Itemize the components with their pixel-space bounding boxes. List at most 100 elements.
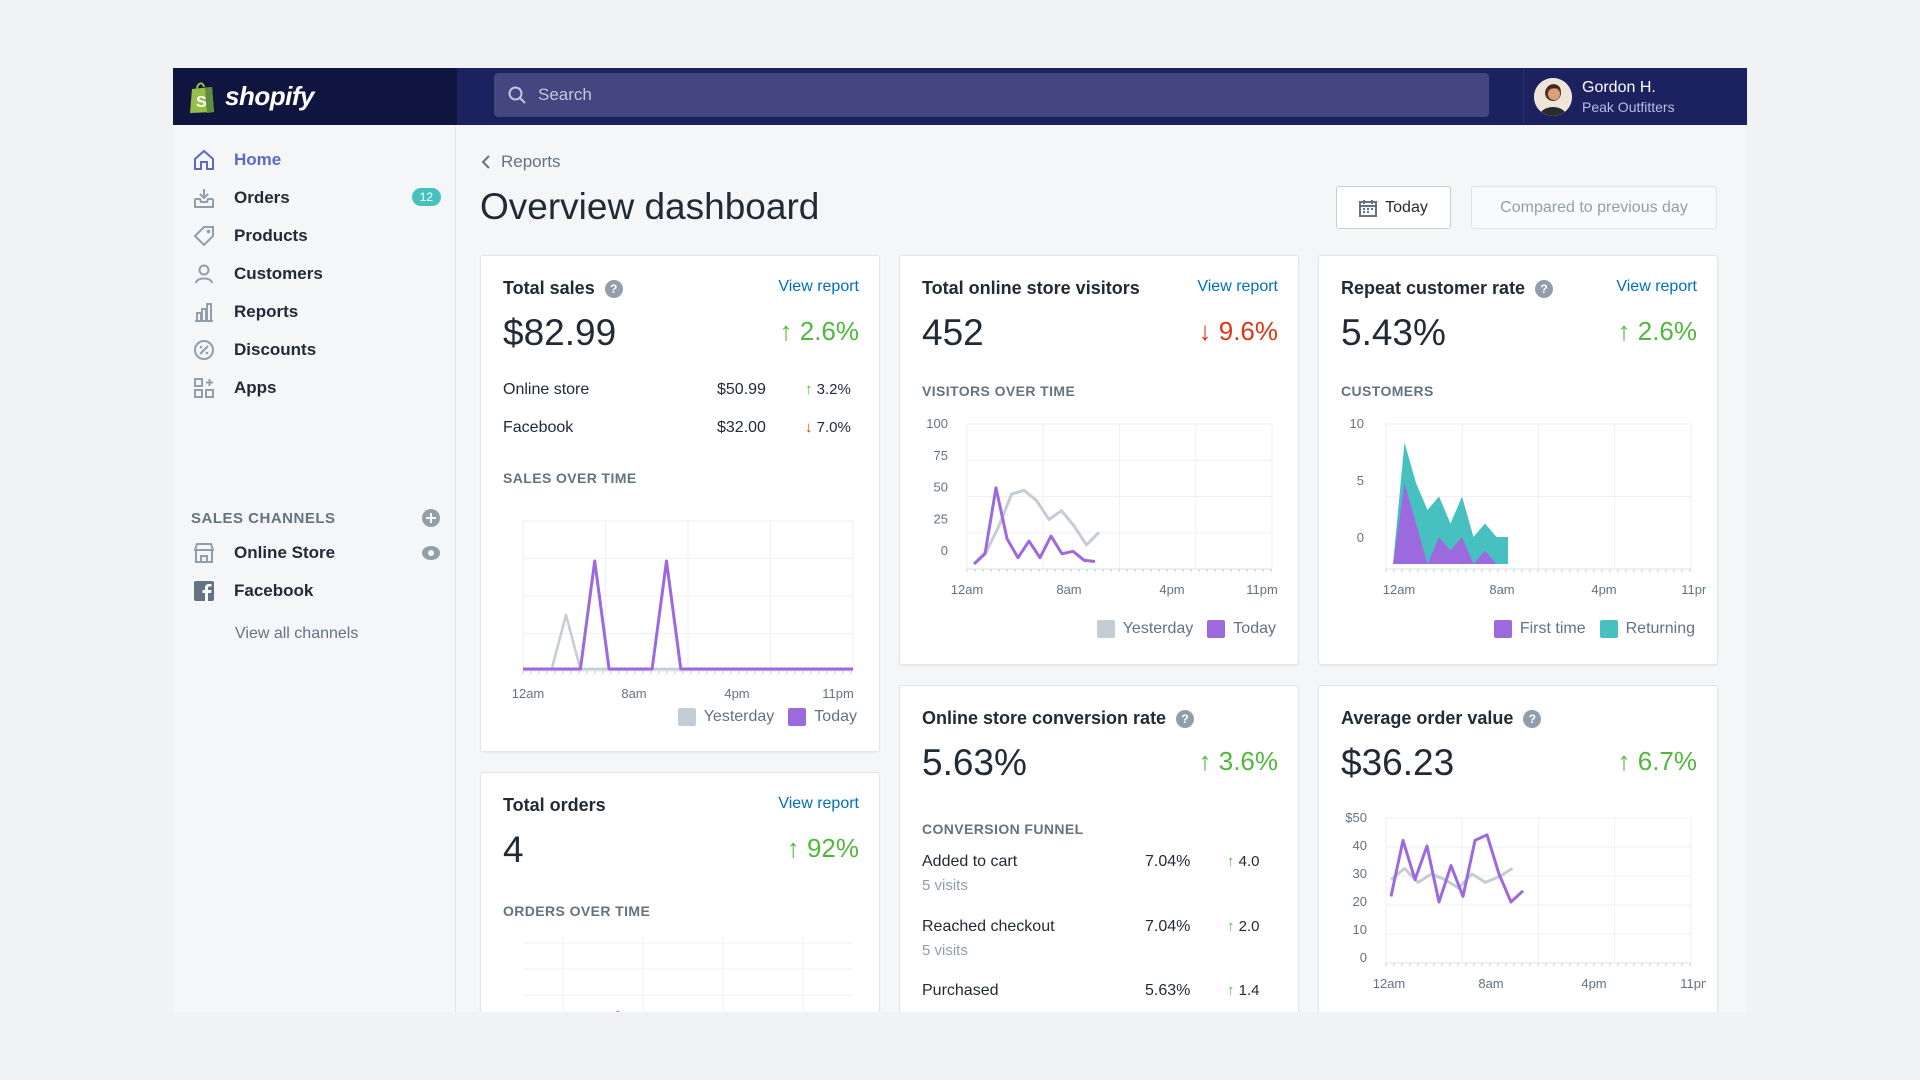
help-icon[interactable]: ? [604, 279, 623, 298]
customer-icon [191, 261, 217, 287]
funnel-step-delta: ↑ 4.0 [1227, 853, 1260, 870]
series-area-returning [1393, 442, 1508, 564]
row-value: $32.00 [717, 419, 766, 436]
y-tick-label: 5 [1357, 473, 1364, 488]
arrow-up-icon: ↑ [786, 833, 800, 863]
add-channel-icon[interactable] [421, 508, 441, 528]
funnel-step-label: Reached checkout [922, 918, 1055, 935]
search-bar[interactable] [494, 73, 1489, 117]
visitors-over-time-chart: 100 75 50 25 0 12am 8am 4pm 11pm [926, 416, 1277, 597]
view-all-channels-link[interactable]: View all channels [235, 625, 359, 642]
view-report-link[interactable]: View report [1616, 278, 1697, 295]
legend-item-today: Today [1207, 620, 1276, 638]
row-delta: ↑ 3.2% [805, 381, 851, 398]
help-icon[interactable]: ? [1176, 709, 1195, 728]
orders-icon [191, 185, 217, 211]
card-title: Total online store visitors [922, 278, 1140, 298]
search-input[interactable] [538, 85, 1438, 105]
total-orders-delta: ↑ 92% [787, 833, 859, 864]
sales-channels-heading: SALES CHANNELS [191, 510, 336, 527]
funnel-step-label: Purchased [922, 982, 999, 999]
sidebar-item-label: Discounts [234, 340, 317, 359]
visitors-card: Total online store visitors View report … [899, 255, 1299, 665]
legend-item-today: Today [788, 708, 857, 726]
x-tick-label: 4pm [1159, 582, 1184, 597]
sidebar-item-label: Products [234, 226, 308, 245]
sidebar: Home Orders 12 Products Customers Repo [173, 125, 456, 1012]
repeat-rate-value: 5.43% [1341, 312, 1446, 353]
y-tick-label: 50 [934, 480, 948, 495]
aov-value: $36.23 [1341, 742, 1455, 783]
x-tick-label: 8am [1056, 582, 1081, 597]
sales-over-time-chart: 12am 8am 4pm 11pm [512, 520, 854, 701]
delta-value: 7.0% [816, 419, 851, 436]
row-value: $50.99 [717, 381, 766, 398]
breadcrumb-label: Reports [501, 152, 561, 171]
svg-text:S: S [196, 94, 207, 111]
date-range-button[interactable]: Today [1336, 186, 1451, 229]
y-tick-label: $50 [1345, 810, 1367, 825]
x-tick-label: 11pm [822, 686, 854, 701]
facebook-icon [191, 578, 217, 604]
sidebar-item-apps[interactable]: Apps [191, 373, 441, 403]
funnel-step-delta: ↑ 1.4 [1227, 982, 1260, 999]
view-report-link[interactable]: View report [778, 795, 859, 812]
logo[interactable]: S shopify [173, 68, 457, 125]
card-title: Total orders [503, 795, 606, 815]
delta-value: 6.7% [1637, 746, 1697, 776]
arrow-down-icon: ↓ [805, 419, 813, 436]
brand-name: shopify [225, 81, 314, 111]
legend-item-yesterday: Yesterday [1096, 620, 1193, 638]
sidebar-item-orders[interactable]: Orders 12 [191, 183, 441, 213]
reports-icon [191, 299, 217, 325]
delta-value: 3.2% [816, 381, 851, 398]
y-tick-label: 25 [934, 511, 948, 526]
tag-icon [191, 223, 217, 249]
x-tick-label: 8am [621, 686, 646, 701]
sidebar-item-label: Online Store [234, 543, 336, 562]
date-range-label: Today [1385, 198, 1428, 216]
sidebar-item-label: Reports [234, 302, 299, 321]
eye-icon[interactable] [421, 545, 441, 561]
help-icon[interactable]: ? [1523, 709, 1542, 728]
view-report-link[interactable]: View report [778, 278, 859, 295]
sidebar-item-home[interactable]: Home [191, 145, 441, 175]
sidebar-item-products[interactable]: Products [191, 221, 441, 251]
x-tick-label: 4pm [1591, 582, 1616, 597]
x-tick-label: 12am [1373, 976, 1406, 991]
home-icon [191, 147, 217, 173]
repeat-customer-card: Repeat customer rate? View report 5.43% … [1318, 255, 1718, 665]
sidebar-item-customers[interactable]: Customers [191, 259, 441, 289]
sidebar-item-facebook[interactable]: Facebook [191, 576, 441, 606]
arrow-down-icon: ↓ [1198, 316, 1212, 346]
compare-button[interactable]: Compared to previous day [1471, 186, 1717, 229]
legend-item-first-time: First time [1493, 620, 1586, 638]
y-tick-label: 30 [1353, 866, 1367, 881]
y-tick-label: 40 [1353, 838, 1367, 853]
row-label: Online store [503, 381, 590, 398]
average-order-value-card: Average order value? $36.23 ↑ 6.7% $50 40… [1318, 685, 1718, 1012]
arrow-up-icon: ↑ [1227, 853, 1235, 870]
x-tick-label: 4pm [724, 686, 749, 701]
arrow-up-icon: ↑ [1617, 316, 1631, 346]
help-icon[interactable]: ? [1535, 279, 1554, 298]
sidebar-item-reports[interactable]: Reports [191, 297, 441, 327]
chart-legend: Yesterday Today [664, 708, 857, 726]
total-sales-delta: ↑ 2.6% [780, 316, 860, 347]
delta-value: 2.6% [1637, 316, 1697, 346]
discount-icon [191, 337, 217, 363]
breadcrumb[interactable]: Reports [481, 152, 561, 172]
funnel-step-pct: 7.04% [1145, 918, 1191, 935]
sidebar-item-discounts[interactable]: Discounts [191, 335, 441, 365]
chart-heading: SALES OVER TIME [503, 470, 637, 486]
y-tick-label: 10 [1350, 416, 1364, 431]
view-report-link[interactable]: View report [1197, 278, 1278, 295]
calendar-icon [1359, 199, 1378, 217]
conversion-delta: ↑ 3.6% [1199, 746, 1279, 777]
user-menu[interactable]: Gordon H. Peak Outfitters [1523, 68, 1675, 125]
card-title: Online store conversion rate [922, 708, 1167, 728]
series-line-today [972, 486, 1096, 566]
series-line-today [523, 559, 853, 671]
sidebar-item-online-store[interactable]: Online Store [191, 538, 441, 568]
app-window: S shopify Gordon H. [173, 68, 1747, 1012]
